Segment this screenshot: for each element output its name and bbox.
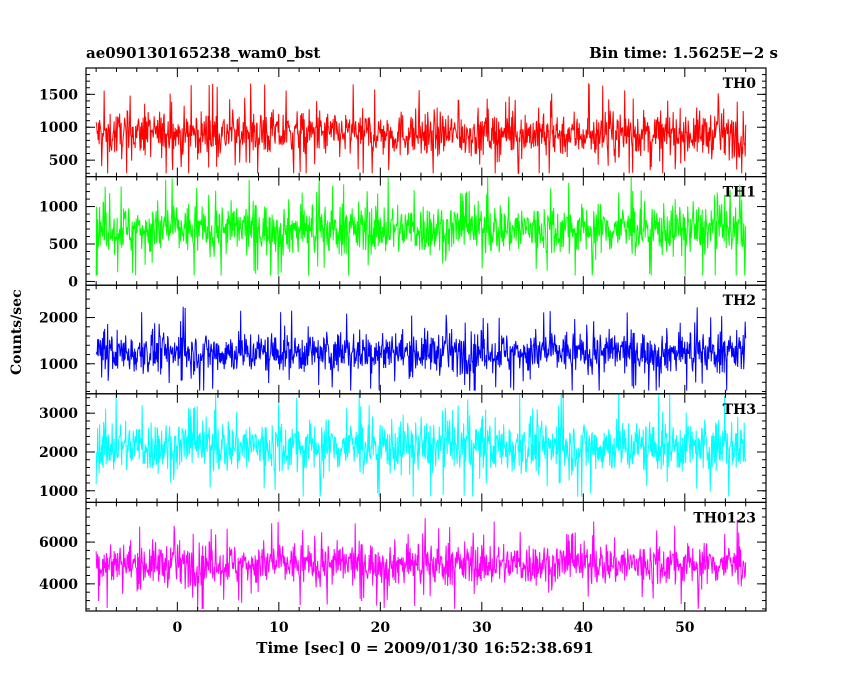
x-tick-label: 20 <box>371 620 391 636</box>
y-tick-label: 1000 <box>39 484 78 500</box>
series-th1 <box>95 176 747 276</box>
y-tick-label: 3000 <box>39 406 78 422</box>
x-tick-label: 10 <box>269 620 289 636</box>
x-tick-label: 0 <box>172 620 182 636</box>
panel-frame-th0123 <box>85 501 767 612</box>
y-tick-label: 0 <box>68 274 78 290</box>
panel-label-th2: TH2 <box>723 293 756 309</box>
series-th2 <box>95 306 747 391</box>
series-th3 <box>95 393 747 497</box>
y-tick-label: 500 <box>49 153 78 169</box>
y-axis-label: Counts/sec <box>9 289 25 375</box>
series-th0123 <box>95 518 747 609</box>
x-tick-label: 30 <box>472 620 492 636</box>
panel-label-th3: TH3 <box>723 402 756 418</box>
x-tick-label: 50 <box>675 620 695 636</box>
y-tick-label: 500 <box>49 237 78 253</box>
y-tick-label: 1000 <box>39 357 78 373</box>
bin-time-label: Bin time: 1.5625E−2 s <box>589 44 778 62</box>
series-th0 <box>95 83 747 174</box>
panel-label-th1: TH1 <box>723 185 756 201</box>
y-tick-label: 1000 <box>39 120 78 136</box>
panel-label-th0: TH0 <box>723 76 757 92</box>
y-tick-label: 4000 <box>39 577 78 593</box>
y-tick-label: 2000 <box>39 311 78 327</box>
y-tick-label: 2000 <box>39 445 78 461</box>
y-tick-label: 1000 <box>39 200 78 216</box>
panel-label-th0123: TH0123 <box>693 510 756 526</box>
y-tick-label: 1500 <box>39 87 78 103</box>
x-axis-label: Time [sec] 0 = 2009/01/30 16:52:38.691 <box>256 639 594 657</box>
plot-title-left: ae090130165238_wam0_bst <box>86 44 321 62</box>
x-tick-label: 40 <box>574 620 594 636</box>
y-tick-label: 6000 <box>39 535 78 551</box>
